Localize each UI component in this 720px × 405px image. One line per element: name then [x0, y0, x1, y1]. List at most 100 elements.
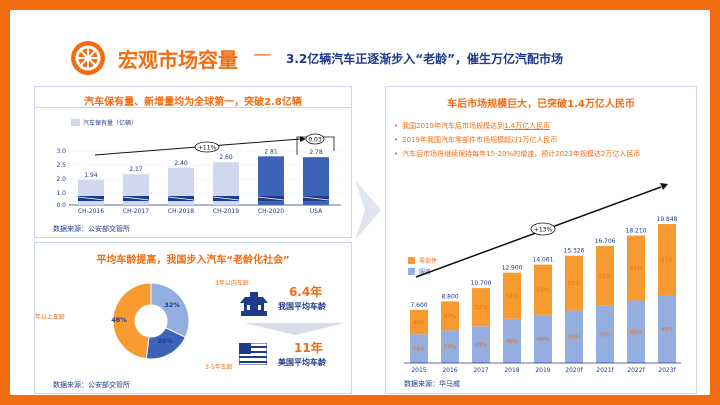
panel-title: 汽车保有量、新增量均为全球第一，突破2.8亿辆 [35, 93, 351, 108]
china-landmark-icon [240, 292, 268, 316]
svg-text:0.03: 0.03 [308, 137, 322, 144]
segment-label: 51% [661, 257, 673, 263]
slide: 宏观市场容量 — 3.2亿辆汽车正逐渐步入“老龄”，催生万亿汽配市场 汽车保有量… [10, 10, 710, 395]
gap-badge [305, 133, 325, 145]
segment-label: 46% [413, 320, 425, 326]
legend-swatch [408, 257, 415, 264]
us-average-age: 11年 [294, 341, 323, 355]
legend-swatch [408, 268, 415, 275]
ownership-chart: 0.0 1.0 2.0 2.5 3.0 1.94 CH-2016 2.17 CH-2017 2.… [56, 119, 341, 215]
pie-slice [112, 282, 152, 360]
segment-label: 51% [568, 281, 580, 287]
bullet-item: • 汽车后市场将继续保持每年15-20%的增速，预计2023年规模达2万亿人民币 [394, 150, 641, 158]
segment-label: 51% [537, 288, 549, 294]
age-chart: 32% 3年以内车龄 20% 3-5年车龄 48% 5年以上车龄 [35, 279, 249, 371]
value-label: 1.94 [84, 172, 98, 179]
x-tick-label: 2017 [473, 367, 488, 374]
value-label: 2.60 [219, 154, 233, 161]
x-tick-label: CH-2016 [78, 208, 104, 215]
china-average-age-label: 我国平均车龄 [278, 302, 326, 311]
x-tick-label: 2016 [442, 367, 457, 374]
bar-segment-services [627, 300, 645, 363]
x-tick-label: 2015 [411, 367, 426, 374]
bar-segment-services [658, 294, 676, 363]
bar-segment-parts [658, 224, 676, 295]
bar-segment-parts [503, 272, 521, 319]
segment-label: 51% [506, 294, 518, 300]
total-label: 8.800 [441, 293, 458, 300]
chevron-right-icon [355, 180, 381, 240]
legend-swatch [71, 119, 80, 126]
x-tick-label: 2019 [535, 367, 550, 374]
panel-title: 平均车龄提高，我国步入汽车“老龄化社会” [96, 255, 290, 266]
legend-label: 服务 [419, 268, 431, 276]
segment-label: 51% [630, 266, 642, 272]
bar-segment-parts [627, 235, 645, 301]
total-label: 12.900 [502, 265, 523, 272]
x-tick-label: 2020f [565, 367, 583, 374]
total-label: 16.706 [595, 238, 616, 245]
title-separator: — [253, 44, 271, 65]
bar-segment-services [565, 310, 583, 363]
bullet-item: • 我国2019年汽车后市场规模达到1.4万亿人民币 [394, 122, 551, 130]
segment-label: 47% [444, 314, 456, 320]
panel-title: 车后市场规模巨大，已突破1.4万亿人民币 [447, 99, 635, 110]
value-label: 2.17 [129, 166, 143, 173]
vehicle-ownership-panel: 汽车保有量、新增量均为全球第一，突破2.8亿辆 0.0 1.0 2.0 2.5 3.0 … [34, 86, 352, 238]
pie-slice [150, 282, 190, 338]
bar-segment-parts [534, 264, 552, 315]
svg-text:+11%: +11% [198, 145, 217, 152]
down-arrow-icon [245, 323, 345, 335]
slice-pct-label: 20% [157, 337, 173, 345]
segment-label: 49% [506, 339, 518, 345]
bar-segment-parts [441, 301, 459, 331]
vehicle-age-panel: 平均车龄提高，我国步入汽车“老龄化社会” 32% 3年以内车龄 20% 3-5年车龄 4… [34, 242, 352, 394]
x-tick-label: USA [310, 208, 323, 215]
x-tick-label: 2022f [627, 367, 645, 374]
x-tick-label: 2021f [596, 367, 614, 374]
total-label: 10.700 [471, 280, 492, 287]
page-title: 宏观市场容量 [118, 48, 238, 72]
total-label: 18.210 [626, 228, 647, 235]
bar-segment-services [596, 305, 614, 363]
x-tick-label: CH-2018 [168, 208, 194, 215]
us-average-age-label: 美国平均车龄 [278, 358, 326, 367]
source-note: 数据来源：华马威 [404, 380, 460, 388]
x-tick-label: CH-2019 [213, 208, 239, 215]
bullet-item: • 2019年我国汽车零部件市场规模超过1万亿人民币 [394, 136, 558, 144]
slice-category-label: 5年以上车龄 [35, 313, 65, 321]
cagr-badge [530, 222, 556, 236]
y-tick-label: 2.5 [56, 162, 66, 169]
y-tick-label: 3.0 [56, 148, 66, 155]
wheel-icon [71, 41, 105, 75]
legend-label: 零部件 [419, 257, 437, 265]
value-label: 2.78 [309, 149, 323, 156]
bar-segment-services [472, 326, 490, 363]
y-tick-label: 2.0 [56, 176, 66, 183]
us-flag-icon [239, 343, 267, 365]
x-tick-label: CH-2020 [258, 208, 284, 215]
segment-label: 53% [444, 345, 456, 351]
bar-segment-parts [410, 309, 428, 335]
total-label: 19.848 [657, 216, 678, 223]
segment-label: 51% [599, 274, 611, 280]
source-note: 数据来源：公安部交管所 [53, 225, 130, 233]
x-tick-label: 2023f [658, 367, 676, 374]
bar-segment-services [503, 318, 521, 363]
bar-segment-parts [596, 246, 614, 306]
source-note: 数据来源：公安部交管所 [53, 381, 130, 389]
slice-pct-label: 48% [111, 316, 127, 324]
cagr-badge [194, 141, 220, 153]
segment-label: 49% [475, 343, 487, 349]
bar-segment-services [441, 330, 459, 363]
header: 宏观市场容量 — 3.2亿辆汽车正逐渐步入“老龄”，催生万亿汽配市场 [10, 10, 710, 80]
y-tick-label: 0.0 [56, 202, 66, 209]
legend-label: 汽车保有量（亿辆） [83, 119, 137, 127]
segment-label: 49% [537, 337, 549, 343]
aftermarket-panel: 车后市场规模巨大，已突破1.4万亿人民币 • 我国2019年汽车后市场规模达到1.… [385, 86, 697, 394]
slice-category-label: 3-5年车龄 [205, 363, 233, 371]
y-tick-label: 1.0 [56, 190, 66, 197]
x-tick-label: 2018 [504, 367, 519, 374]
total-label: 15.326 [564, 248, 585, 255]
